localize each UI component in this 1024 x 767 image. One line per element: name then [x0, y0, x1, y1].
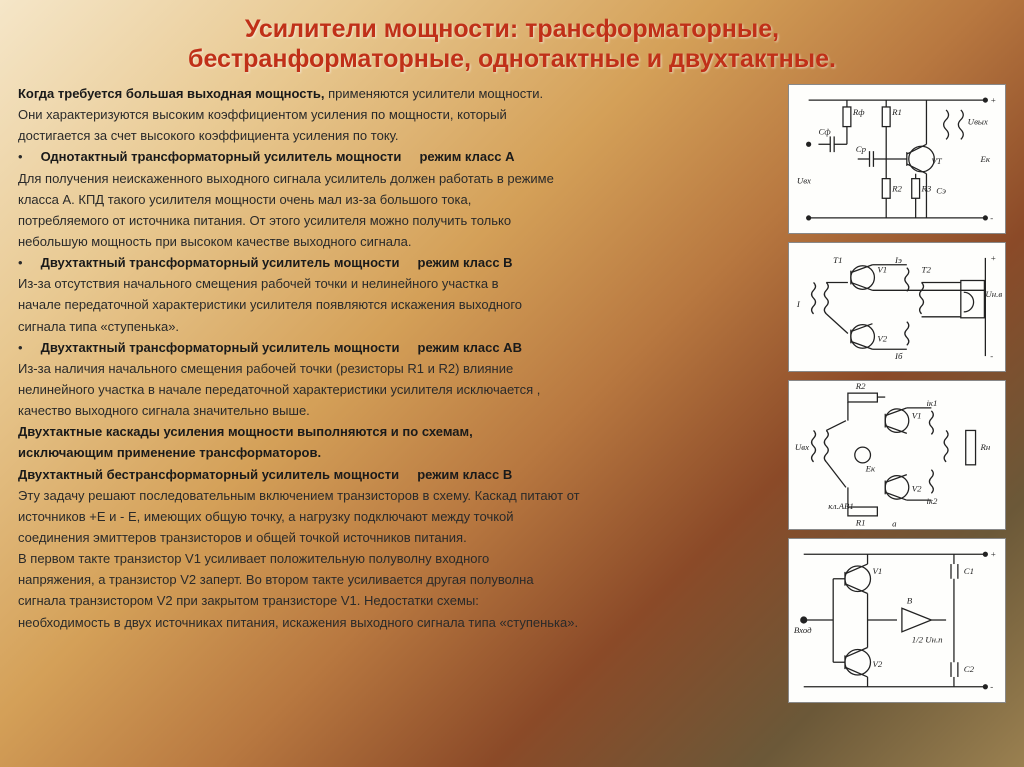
svg-text:Eк: Eк — [865, 464, 876, 474]
svg-text:V1: V1 — [872, 566, 882, 576]
svg-text:Cр: Cр — [856, 144, 867, 154]
section3-head: Двухтактный трансформаторный усилитель м… — [41, 340, 400, 355]
svg-text:-: - — [990, 682, 993, 692]
schematic-icon: T1 V1 I V2 Iэ Iб T2 + - Uн.в — [789, 243, 1005, 371]
svg-text:R3: R3 — [921, 183, 932, 193]
intro-rest: применяются усилители мощности. — [325, 86, 544, 101]
svg-text:Uвх: Uвх — [797, 176, 811, 186]
svg-text:C1: C1 — [964, 566, 974, 576]
svg-text:I: I — [796, 299, 801, 309]
svg-text:Uн.в: Uн.в — [985, 289, 1002, 299]
s5-p7: необходимость в двух источниках питания,… — [18, 613, 778, 633]
svg-text:T1: T1 — [833, 255, 842, 265]
text-column: Когда требуется большая выходная мощност… — [18, 84, 778, 757]
svg-text:V2: V2 — [872, 659, 882, 669]
svg-text:V2: V2 — [877, 333, 887, 343]
section2-mode: режим класс В — [418, 255, 513, 270]
svg-text:R1: R1 — [891, 107, 902, 117]
svg-text:В: В — [907, 595, 913, 605]
svg-text:Iб: Iб — [894, 351, 903, 361]
section5-mode: режим класс В — [417, 467, 512, 482]
section1-mode: режим класс А — [419, 149, 514, 164]
svg-text:Iэ: Iэ — [894, 255, 902, 265]
circuit-diagram-transformerless: V1 V2 C1 C2 Вход В 1/2 Uн.п + - — [788, 538, 1006, 703]
s3-p1: Из-за наличия начального смещения рабоче… — [18, 359, 778, 379]
s1-p4: небольшую мощность при высоком качестве … — [18, 232, 778, 252]
svg-text:V1: V1 — [877, 265, 887, 275]
content-row: Когда требуется большая выходная мощност… — [18, 84, 1006, 757]
svg-text:Eк: Eк — [979, 154, 990, 164]
s1-p1: Для получения неискаженного выходного си… — [18, 169, 778, 189]
svg-text:Rф: Rф — [852, 107, 865, 117]
title-line1: Усилители мощности: трансформаторные, — [245, 15, 779, 43]
svg-text:Cф: Cф — [818, 126, 831, 136]
intro-line3: достигается за счет высокого коэффициент… — [18, 126, 778, 146]
s3-p3: качество выходного сигнала значительно в… — [18, 401, 778, 421]
slide-title: Усилители мощности: трансформаторные, бе… — [18, 14, 1006, 74]
s2-p2: начале передаточной характеристики усили… — [18, 295, 778, 315]
svg-text:iк1: iк1 — [926, 398, 937, 408]
svg-text:C2: C2 — [964, 664, 975, 674]
s5-p1: Эту задачу решают последовательным включ… — [18, 486, 778, 506]
slide: Усилители мощности: трансформаторные, бе… — [0, 0, 1024, 767]
section5-head: Двухтактный бестрансформаторный усилител… — [18, 467, 399, 482]
circuit-diagram-class-ab: R2 R1 V1 iк1 V2 iк2 Uвх Eк кл.AB1 Rн a — [788, 380, 1006, 530]
svg-text:R2: R2 — [891, 183, 902, 193]
svg-text:Uвх: Uвх — [795, 442, 809, 452]
s1-p3: потребляемого от источника питания. От э… — [18, 211, 778, 231]
svg-text:a: a — [892, 519, 897, 529]
s5-p2: источников +Е и - Е, имеющих общую точку… — [18, 507, 778, 527]
s3-p2: нелинейного участка в начале передаточно… — [18, 380, 778, 400]
schematic-icon: Rф R1 Cф Cр VT R2 R3 Cэ Uвых Uвх + Eк - — [789, 85, 1005, 233]
s5-p5: напряжения, а транзистор V2 заперт. Во в… — [18, 570, 778, 590]
svg-text:R2: R2 — [855, 381, 866, 391]
svg-text:кл.AB1: кл.AB1 — [828, 501, 854, 511]
section1-head: Однотактный трансформаторный усилитель м… — [41, 149, 402, 164]
section4-head2: исключающим применение трансформаторов. — [18, 443, 778, 463]
schematic-icon: V1 V2 C1 C2 Вход В 1/2 Uн.п + - — [789, 539, 1005, 702]
svg-text:Cэ: Cэ — [936, 185, 946, 195]
svg-text:1/2 Uн.п: 1/2 Uн.п — [912, 635, 943, 645]
svg-text:R1: R1 — [855, 518, 866, 528]
svg-text:-: - — [990, 351, 993, 361]
circuit-diagram-class-b: T1 V1 I V2 Iэ Iб T2 + - Uн.в — [788, 242, 1006, 372]
svg-text:-: - — [990, 213, 993, 223]
svg-text:+: + — [990, 549, 996, 559]
svg-text:V1: V1 — [912, 411, 922, 421]
svg-text:V2: V2 — [912, 483, 922, 493]
section4-head1: Двухтактные каскады усиления мощности вы… — [18, 422, 778, 442]
svg-text:iк2: iк2 — [926, 496, 938, 506]
svg-text:+: + — [990, 253, 996, 263]
intro-line2: Они характеризуются высоким коэффициенто… — [18, 105, 778, 125]
intro-bold: Когда требуется большая выходная мощност… — [18, 86, 325, 101]
s2-p3: сигнала типа «ступенька». — [18, 317, 778, 337]
section2-head: Двухтактный трансформаторный усилитель м… — [41, 255, 400, 270]
svg-text:+: + — [990, 95, 996, 105]
schematic-icon: R2 R1 V1 iк1 V2 iк2 Uвх Eк кл.AB1 Rн a — [789, 381, 1005, 529]
svg-text:Вход: Вход — [794, 625, 812, 635]
s5-p3: соединения эмиттеров транзисторов и обще… — [18, 528, 778, 548]
svg-text:Rн: Rн — [979, 442, 990, 452]
title-line2: бестранформаторные, однотактные и двухта… — [188, 45, 836, 73]
s5-p6: сигнала транзистором V2 при закрытом тра… — [18, 591, 778, 611]
svg-text:Uвых: Uвых — [968, 117, 988, 127]
svg-text:T2: T2 — [922, 265, 932, 275]
diagram-column: Rф R1 Cф Cр VT R2 R3 Cэ Uвых Uвх + Eк - — [788, 84, 1006, 757]
circuit-diagram-class-a: Rф R1 Cф Cр VT R2 R3 Cэ Uвых Uвх + Eк - — [788, 84, 1006, 234]
section3-mode: режим класс АВ — [418, 340, 522, 355]
s5-p4: В первом такте транзистор V1 усиливает п… — [18, 549, 778, 569]
s1-p2: класса А. КПД такого усилителя мощности … — [18, 190, 778, 210]
s2-p1: Из-за отсутствия начального смещения раб… — [18, 274, 778, 294]
svg-text:VT: VT — [931, 156, 942, 166]
